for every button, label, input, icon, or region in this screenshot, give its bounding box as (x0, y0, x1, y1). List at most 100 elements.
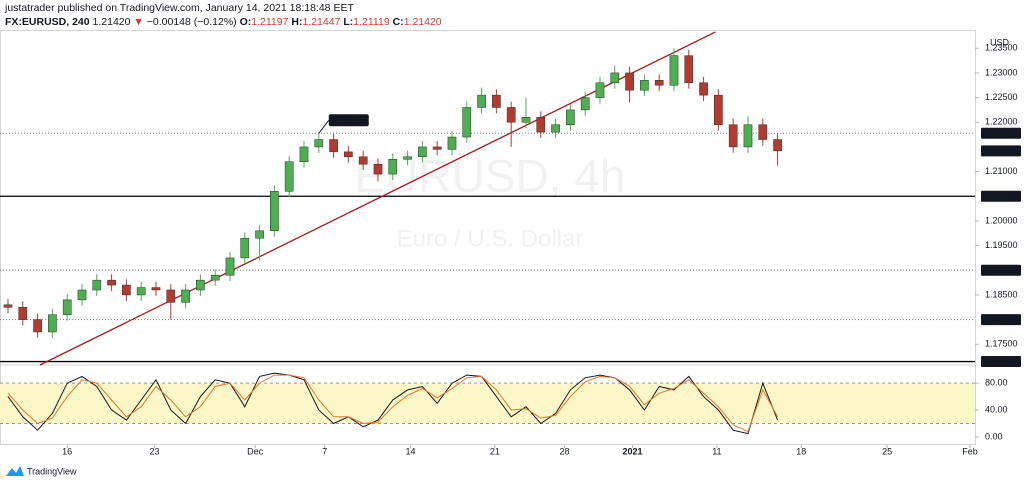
candle-body (196, 279, 205, 291)
level-label: 1.21776 (984, 128, 1017, 138)
ohlc-label: O: (240, 16, 252, 28)
y-tick-label: 1.23500 (985, 43, 1018, 53)
x-tick-label: 25 (882, 446, 892, 456)
candle-body (255, 230, 264, 239)
y-tick-label: 1.22500 (985, 92, 1018, 102)
level-label-box (981, 127, 1021, 139)
candle-body (136, 287, 146, 296)
y-tick-label: 1.17500 (985, 339, 1018, 349)
x-tick-label: 7 (322, 446, 327, 456)
candle-body (625, 72, 634, 91)
ohlc-value: 1.21420 (404, 16, 442, 28)
y-tick-label: 0.00 (985, 431, 1003, 441)
ohlc-value: 1.21197 (251, 16, 288, 28)
indicator-band (0, 383, 975, 424)
ohlc-label: C: (393, 16, 404, 28)
candle-body (388, 159, 398, 175)
candle-body (122, 284, 131, 296)
watermark: EURUSD, 4h (355, 150, 626, 202)
candle-body (299, 146, 309, 162)
symbol-line: FX:EURUSD, 240 1.21420 ▼ −0.00148 (−0.12… (5, 16, 442, 28)
candle-body (521, 117, 531, 123)
candle-body (344, 151, 353, 158)
candle-body (580, 97, 590, 111)
currency: USD (990, 37, 1010, 47)
candle-body (314, 139, 324, 148)
candle-body (48, 314, 57, 333)
brand-logo (6, 466, 24, 476)
watermark: Euro / U.S. Dollar (397, 225, 584, 252)
candle-body (640, 80, 649, 91)
y-tick-label: 1.22000 (985, 117, 1018, 127)
x-tick-label: 14 (406, 446, 416, 456)
callout-label: 1.21776 (333, 115, 366, 125)
plot-frame (0, 30, 976, 445)
y-tick-label: 1.18500 (985, 289, 1018, 299)
candle-body (610, 72, 620, 84)
candle-body (773, 139, 782, 152)
brand: TradingView (27, 466, 77, 476)
x-tick-label: 11 (712, 446, 721, 456)
candle-body (166, 289, 176, 303)
candle-body (432, 146, 442, 150)
last-price: 1.21420 (93, 16, 131, 28)
y-tick-label: 1.20000 (985, 215, 1018, 225)
candle-body (536, 117, 546, 133)
level-label-box (981, 356, 1021, 368)
candle-body (181, 289, 190, 303)
candle-body (447, 136, 457, 150)
candle-body (714, 94, 723, 125)
ohlc-value: 1.21119 (353, 16, 390, 28)
level-label-box (981, 145, 1021, 157)
candle-body (684, 55, 694, 84)
candle-body (240, 237, 250, 259)
y-tick-label: 40.00 (985, 404, 1008, 414)
candle-body (566, 109, 575, 125)
level-label-box (981, 264, 1021, 276)
candle-body (225, 257, 235, 276)
candle-body (329, 139, 338, 153)
candle-body (743, 124, 753, 148)
candle-body (699, 82, 708, 96)
indicator-line (7, 372, 779, 435)
x-tick-label: 16 (62, 446, 72, 456)
y-tick-label: 1.23000 (985, 67, 1018, 77)
callout-box (328, 114, 369, 127)
candle-body (62, 299, 72, 315)
indicator-line (7, 374, 779, 433)
candle-body (92, 279, 102, 291)
level-label-box (981, 190, 1021, 202)
candle-body (210, 274, 220, 281)
y-tick-label: 1.21000 (985, 166, 1018, 176)
candle-body (284, 161, 294, 192)
level-label: 1.19000 (984, 265, 1017, 275)
candle-body (506, 107, 516, 123)
candle-body (654, 80, 664, 86)
x-tick-label: 28 (559, 446, 569, 456)
candle-body (758, 124, 768, 140)
candle-body (477, 94, 486, 108)
level-label: 1.20500 (984, 191, 1017, 201)
candle-body (3, 304, 13, 308)
symbol: FX:EURUSD, 240 (5, 16, 90, 28)
candle-body (669, 55, 679, 86)
ohlc-label: H: (291, 16, 302, 28)
candle-body (107, 279, 116, 286)
candle-body (18, 307, 28, 320)
y-tick-label: 80.00 (985, 378, 1008, 388)
x-tick-label: 18 (796, 446, 806, 456)
x-tick-label: 2021 (623, 446, 643, 456)
candle-body (728, 124, 738, 148)
candle-body (373, 163, 383, 175)
x-tick-label: Dec (247, 446, 264, 456)
y-tick-label: 1.19500 (985, 240, 1018, 250)
candle-body (551, 124, 560, 133)
candle-body (151, 287, 161, 291)
level-label-box (981, 314, 1021, 326)
candle-body (77, 289, 87, 301)
candle-body (492, 94, 501, 108)
ohlc-label: L: (343, 16, 353, 28)
callout-pointer (318, 120, 330, 134)
level-label: 1.17150 (984, 356, 1017, 366)
